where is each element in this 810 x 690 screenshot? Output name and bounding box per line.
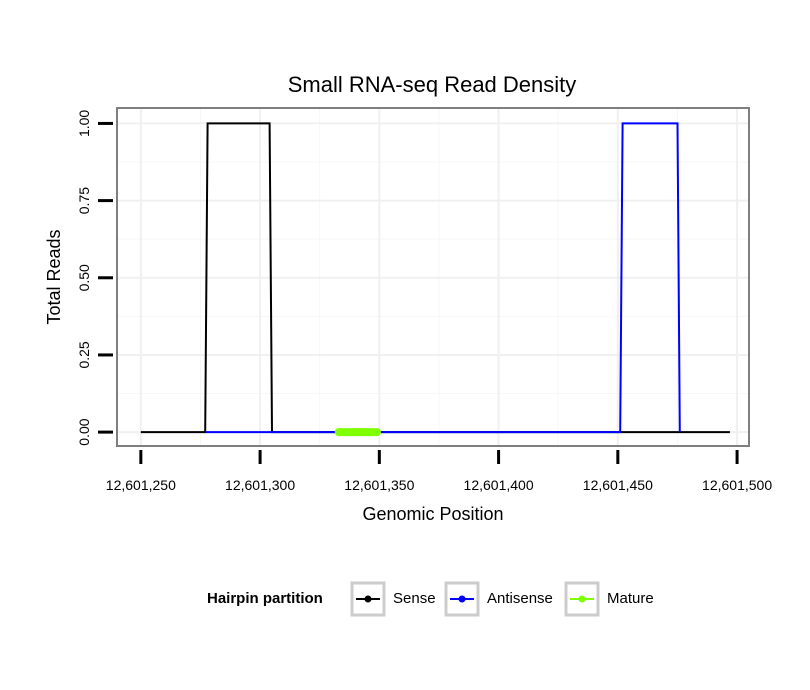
y-axis: 0.00 0.25 0.50 0.75 1.00: [76, 110, 113, 446]
legend-key-point: [364, 595, 372, 603]
x-tick-label: 12,601,300: [225, 477, 295, 493]
legend-key-point: [578, 595, 586, 603]
y-axis-title: Total Reads: [44, 229, 64, 324]
y-tick-label: 0.00: [76, 418, 92, 445]
y-tick-label: 0.25: [76, 341, 92, 368]
y-tick-label: 1.00: [76, 110, 92, 137]
legend-item-mature: Mature: [564, 581, 654, 617]
x-axis-title: Genomic Position: [362, 504, 503, 524]
plot-panel: [116, 107, 750, 447]
legend-label: Mature: [607, 590, 654, 607]
legend-key-point: [458, 595, 466, 603]
legend-item-sense: Sense: [350, 581, 436, 617]
x-tick-label: 12,601,450: [583, 477, 653, 493]
legend-label: Sense: [393, 590, 436, 607]
y-tick-label: 0.75: [76, 187, 92, 214]
legend-label: Antisense: [487, 590, 553, 607]
x-axis: 12,601,250 12,601,300 12,601,350 12,601,400…: [106, 450, 772, 493]
grid: [117, 108, 749, 446]
legend: Hairpin partition Sense Antisense Mature: [207, 581, 654, 617]
x-tick-label: 12,601,250: [106, 477, 176, 493]
legend-title: Hairpin partition: [207, 590, 323, 607]
series-layer: [140, 122, 730, 437]
chart-title: Small RNA-seq Read Density: [288, 72, 577, 97]
series-antisense-line: [205, 122, 681, 434]
x-tick-label: 12,601,400: [464, 477, 534, 493]
y-tick-label: 0.50: [76, 264, 92, 291]
x-tick-label: 12,601,350: [344, 477, 414, 493]
legend-item-antisense: Antisense: [444, 581, 553, 617]
x-tick-label: 12,601,500: [702, 477, 772, 493]
